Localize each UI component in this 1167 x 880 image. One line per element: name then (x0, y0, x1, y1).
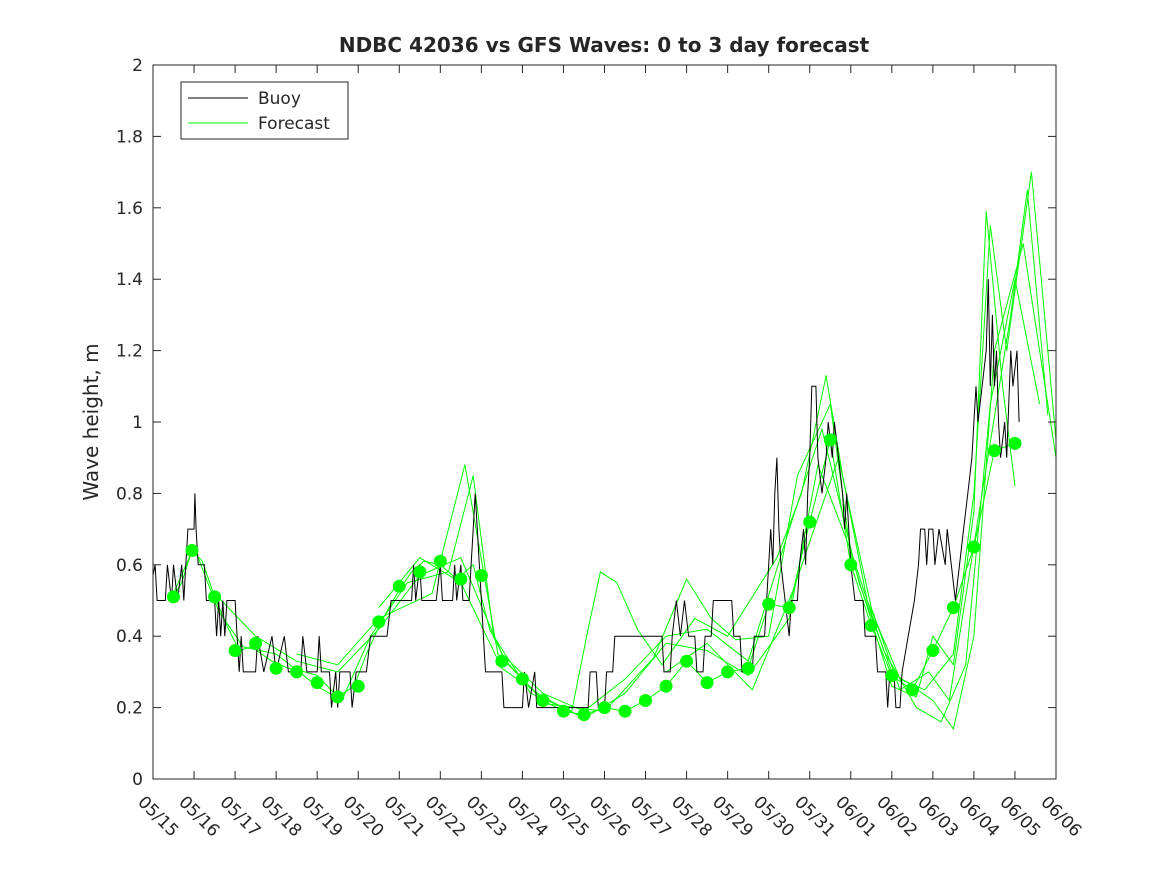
forecast-marker (680, 654, 694, 668)
legend-box (180, 81, 349, 140)
forecast-marker (454, 572, 468, 586)
forecast-marker (331, 690, 345, 704)
forecast-marker (885, 669, 899, 682)
forecast-marker (946, 601, 960, 615)
forecast-marker (823, 433, 837, 447)
x-tick-label: 06/05 (995, 792, 1044, 841)
forecast-marker (659, 679, 673, 693)
y-tick-label: 1.2 (116, 342, 143, 362)
series-layer (152, 171, 1057, 730)
forecast-marker (598, 701, 611, 715)
forecast-marker (392, 579, 406, 593)
x-tick-label: 05/16 (175, 792, 224, 841)
y-tick-label: 1 (132, 413, 143, 433)
y-tick-label: 1.6 (116, 199, 143, 219)
forecast-marker (577, 708, 591, 722)
forecast-marker (639, 694, 652, 707)
x-tick-label: 06/06 (1036, 792, 1085, 841)
x-tick-label: 05/30 (749, 792, 798, 841)
forecast-marker (557, 704, 570, 718)
forecast-marker (926, 644, 940, 657)
y-tick-label: 1.8 (116, 127, 143, 147)
forecast-marker (803, 515, 817, 529)
forecast-marker (741, 661, 755, 675)
legend-forecast-label: Forecast (258, 114, 330, 134)
forecast-marker (495, 654, 509, 668)
x-tick-label: 05/29 (708, 792, 757, 841)
forecast-marker (269, 661, 283, 675)
buoy-line (152, 279, 1020, 709)
forecast-marker (864, 619, 878, 632)
x-tick-label: 06/03 (913, 792, 962, 841)
forecast-marker (721, 665, 735, 679)
x-tick-label: 05/27 (626, 792, 675, 841)
forecast-marker (782, 601, 796, 615)
forecast-marker (433, 554, 447, 568)
forecast-marker (413, 565, 427, 579)
forecast-marker (290, 665, 304, 679)
forecast-marker (762, 597, 776, 611)
forecast-marker (844, 558, 858, 572)
y-tick-label: 0.8 (116, 484, 143, 504)
x-tick-label: 05/24 (503, 792, 552, 841)
x-tick-label: 05/18 (257, 792, 306, 841)
forecast-marker (249, 636, 263, 650)
forecast-marker (351, 679, 365, 693)
x-tick-label: 05/22 (421, 792, 470, 841)
forecast-marker (967, 540, 981, 554)
y-tick-label: 0.4 (116, 627, 143, 647)
forecast-run-line-6 (665, 189, 1049, 701)
legend: Buoy Forecast (180, 81, 349, 140)
x-tick-label: 05/28 (667, 792, 716, 841)
forecast-marker (536, 694, 550, 707)
forecast-marker (515, 672, 529, 686)
x-tick-label: 05/25 (544, 792, 593, 841)
y-tick-label: 0.2 (116, 699, 143, 719)
x-tick-label: 05/17 (216, 792, 265, 841)
y-tick-label: 0.6 (116, 556, 143, 576)
forecast-marker (618, 704, 632, 718)
x-tick-label: 05/23 (462, 792, 511, 841)
legend-buoy-label: Buoy (258, 89, 301, 109)
forecast-marker (208, 590, 222, 604)
forecast-marker (1008, 436, 1022, 450)
x-tick-label: 06/01 (831, 792, 880, 841)
chart-title: NDBC 42036 vs GFS Waves: 0 to 3 day fore… (339, 33, 870, 57)
x-tick-label: 05/19 (298, 792, 347, 841)
x-tick-label: 06/02 (872, 792, 921, 841)
forecast-marker (372, 615, 386, 629)
forecast-marker (310, 676, 324, 690)
forecast-run-line-2 (173, 171, 1057, 712)
y-tick-label: 2 (132, 56, 143, 76)
x-tick-label: 05/31 (790, 792, 839, 841)
forecast-marker (474, 569, 488, 582)
x-tick-label: 05/26 (585, 792, 634, 841)
plot-area (153, 65, 1056, 779)
y-tick-label: 0 (132, 770, 143, 790)
forecast-marker (228, 644, 242, 657)
x-tick-label: 05/20 (339, 792, 388, 841)
y-tick-label: 1.4 (116, 270, 143, 290)
forecast-run-line-4 (296, 210, 1016, 712)
x-tick-label: 05/15 (133, 792, 182, 841)
forecast-marker (700, 676, 714, 690)
forecast-marker (167, 590, 180, 604)
forecast-run-line-5 (378, 278, 1041, 723)
x-tick-label: 05/21 (380, 792, 429, 841)
forecast-marker (185, 544, 199, 557)
forecast-marker (905, 683, 919, 697)
x-tick-label: 06/04 (954, 792, 1003, 841)
forecast-marker (987, 444, 1001, 458)
y-axis-label: Wave height, m (79, 343, 103, 500)
